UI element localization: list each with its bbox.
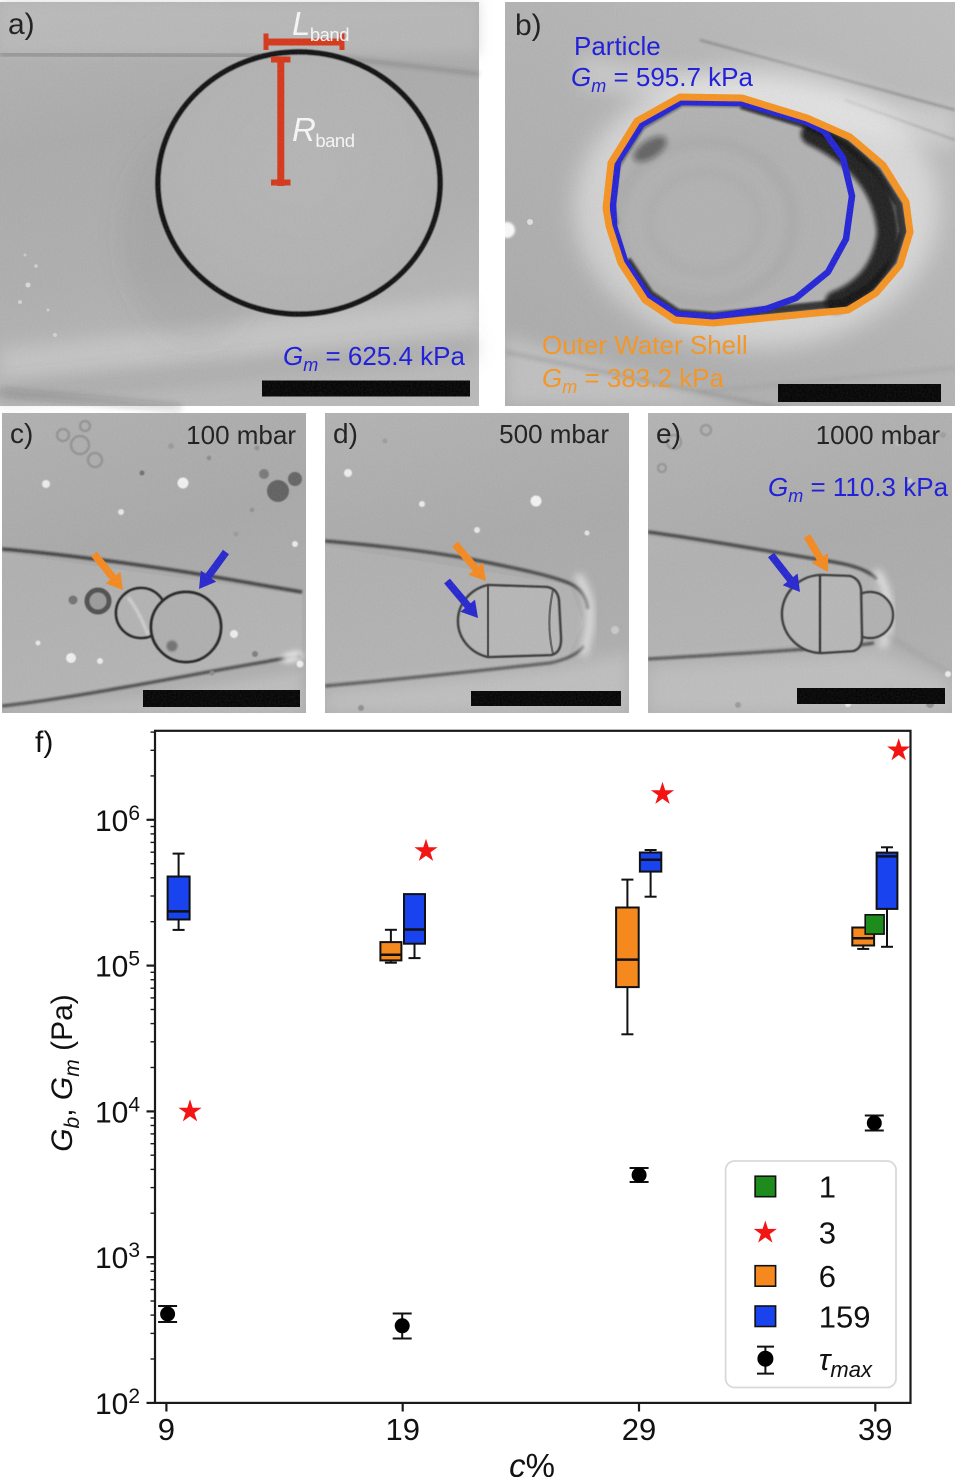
svg-text:29: 29 — [622, 1412, 656, 1447]
svg-text:105: 105 — [95, 948, 140, 984]
svg-text:c%: c% — [509, 1447, 555, 1477]
svg-text:6: 6 — [819, 1259, 836, 1294]
svg-text:9: 9 — [158, 1412, 175, 1447]
svg-text:3: 3 — [819, 1216, 836, 1251]
svg-text:159: 159 — [819, 1299, 871, 1334]
svg-text:19: 19 — [385, 1412, 419, 1447]
svg-text:Gb, Gm (Pa): Gb, Gm (Pa) — [46, 994, 84, 1152]
svg-text:39: 39 — [858, 1412, 892, 1447]
svg-text:f): f) — [35, 726, 53, 759]
svg-text:1: 1 — [819, 1170, 836, 1205]
